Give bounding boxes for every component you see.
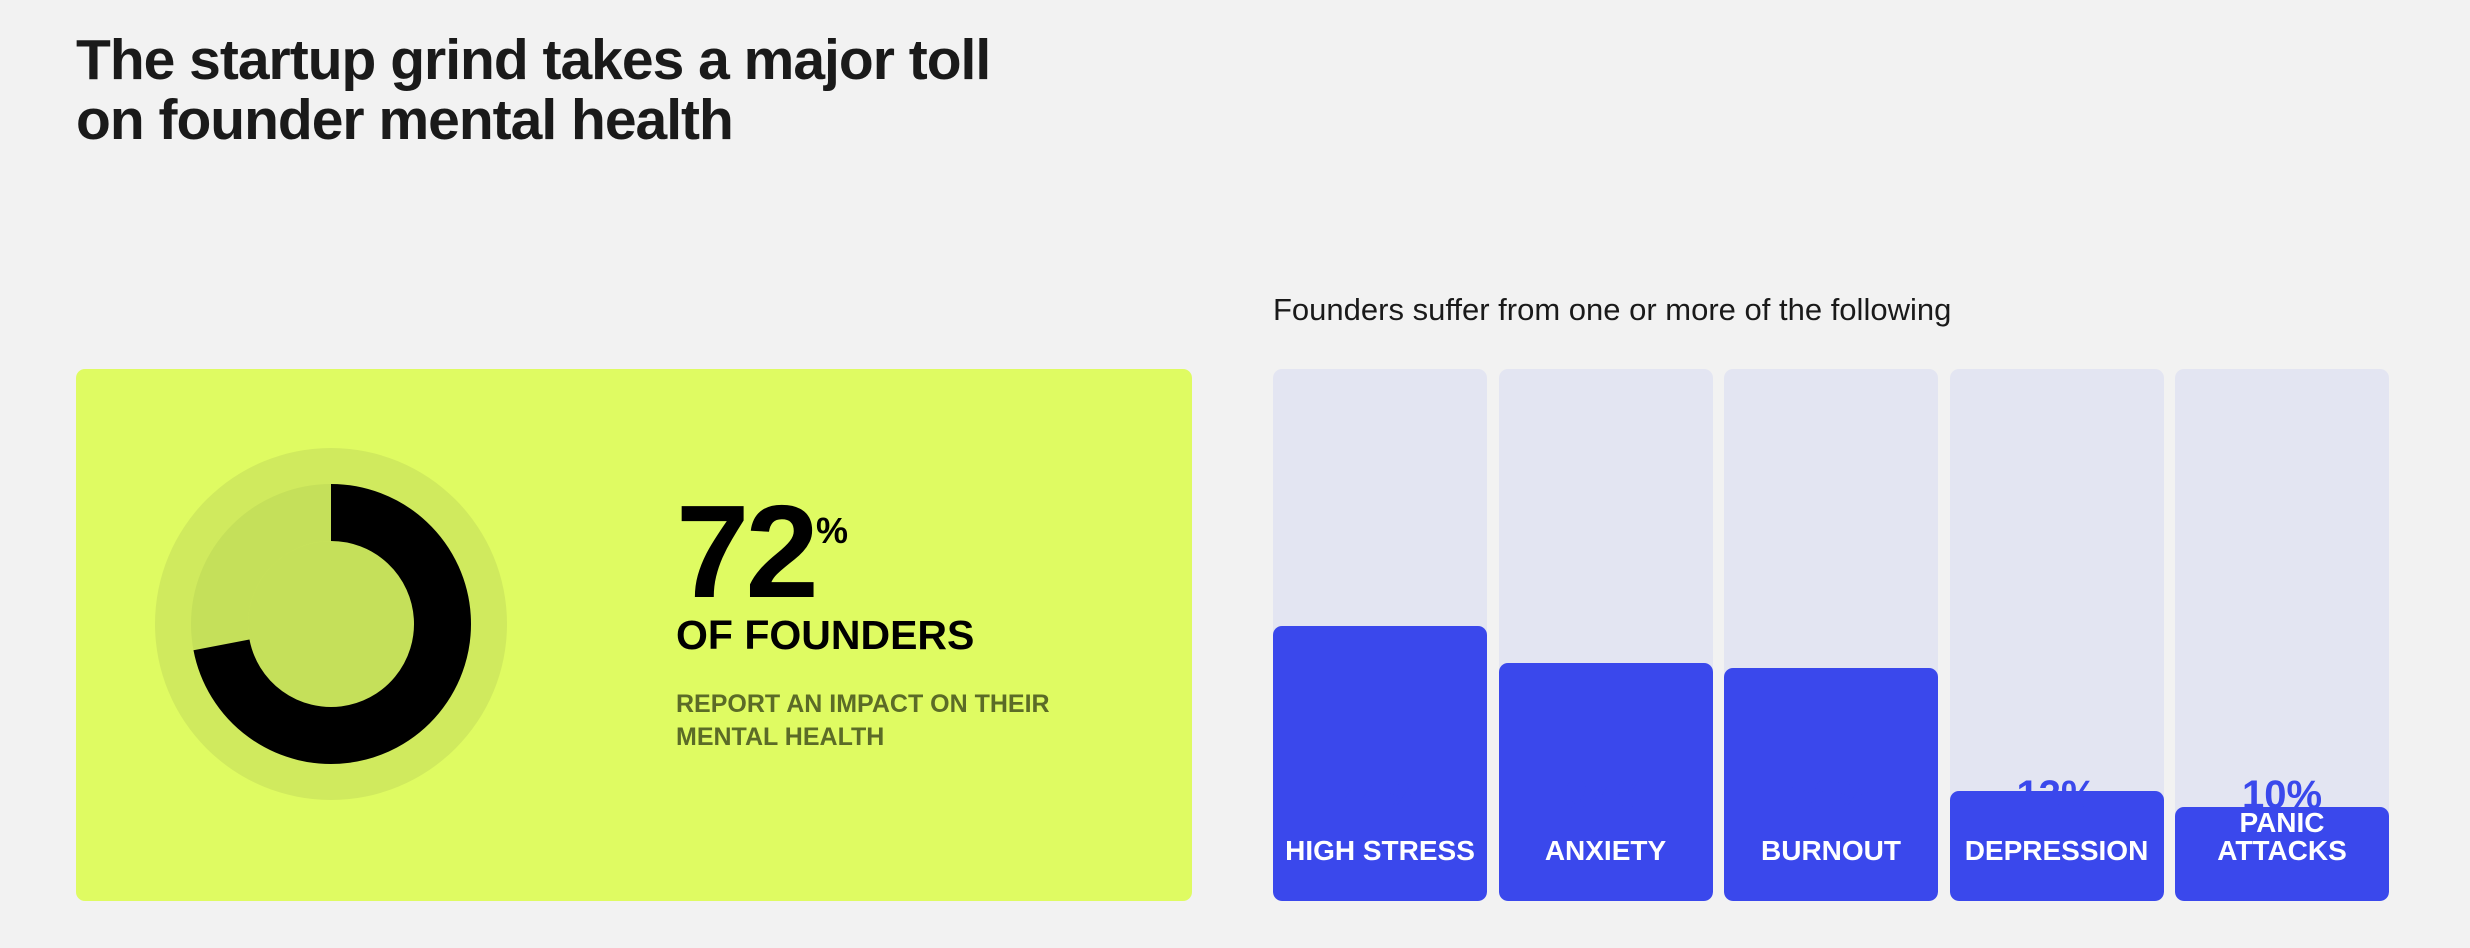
description: REPORT AN IMPACT ON THEIR MENTAL HEALTH — [676, 690, 1050, 751]
value-label: 13% — [2016, 773, 2097, 817]
big-value: 72 — [676, 478, 819, 625]
bar — [1273, 625, 1487, 901]
bar-track: 10% PANIC ATTACKS — [2175, 369, 2389, 901]
bar-track: 13% DEPRESSION — [1949, 369, 2164, 901]
value-suffix: % — [816, 510, 849, 551]
bar — [2175, 806, 2389, 901]
value-label: OF FOUNDERS — [676, 612, 975, 658]
category-label: DEPRESSION — [1964, 835, 2149, 866]
bar-track: 37% ANXIETY — [1498, 369, 1713, 901]
category-label: PANIC ATTACKS — [2217, 807, 2347, 866]
category-label: HIGH STRESS — [1285, 835, 1475, 866]
title: The startup grind takes a major toll on … — [76, 28, 991, 152]
donut-chart — [155, 448, 507, 800]
bar — [1498, 663, 1713, 901]
value-label: 10% — [2241, 773, 2323, 817]
donut-arc — [193, 484, 471, 764]
category-label: BURNOUT — [1761, 835, 1901, 866]
value-label: 44% — [1339, 773, 1421, 817]
bar — [1949, 790, 2164, 901]
value-label: 37% — [1565, 773, 1646, 817]
category-label: ANXIETY — [1544, 835, 1667, 866]
bar-track: 44% HIGH STRESS — [1273, 369, 1487, 901]
bar — [1724, 668, 1938, 901]
donut-center — [248, 541, 414, 707]
subtitle: Founders suffer from one or more of the … — [1273, 292, 1952, 327]
bar-track: 36% BURNOUT — [1724, 369, 1938, 901]
value-label: 36% — [1790, 773, 1872, 817]
